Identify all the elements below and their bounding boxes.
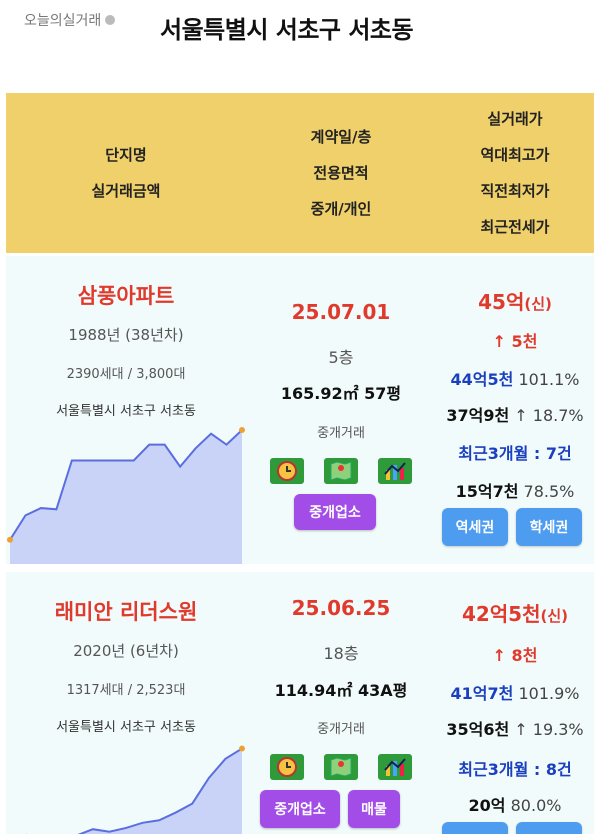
- header-label: 중개/개인: [310, 200, 372, 218]
- highest-price-pct: 101.1%: [518, 370, 580, 389]
- trade-price-value: 45억: [478, 290, 525, 314]
- lowest-price: 35억6천: [446, 720, 510, 739]
- price-diff: ↑ 5천: [492, 332, 538, 351]
- trend-area: [10, 748, 242, 834]
- trend-end-point: [239, 427, 245, 433]
- lowest-price-row: 35억6천 ↑ 19.3%: [436, 716, 594, 740]
- school-area-button[interactable]: [516, 822, 582, 834]
- header-col-contract: 계약일/층 전용면적 중개/개인: [246, 93, 436, 253]
- contract-date: 25.06.25: [291, 596, 391, 620]
- agent-office-button[interactable]: 중개업소: [260, 790, 340, 828]
- header-label: 실거래금액: [91, 182, 161, 200]
- trade-price: 42억5천(신): [436, 598, 594, 627]
- jeonse-pct: 78.5%: [523, 482, 575, 501]
- price-trend-chart: [10, 745, 245, 834]
- highest-price-pct: 101.9%: [518, 684, 580, 703]
- bar-chart-icon[interactable]: [378, 754, 412, 780]
- today-trades-label[interactable]: 오늘의실거래: [24, 10, 116, 30]
- trade-card: 래미안 리더스원 2020년 (6년차) 1317세대 / 2,523대 서울특…: [6, 572, 594, 834]
- trend-end-point: [239, 745, 245, 752]
- header-label: 실거래가: [487, 110, 543, 128]
- trend-line: [26, 747, 243, 834]
- household-parking: 1317세대 / 2,523대: [66, 683, 186, 698]
- map-icon[interactable]: [324, 458, 358, 484]
- header-label: 최근전세가: [480, 218, 550, 236]
- price-trend-chart: [7, 427, 245, 564]
- price-diff: ↑ 8천: [492, 646, 538, 665]
- trade-price: 45억(신): [436, 286, 594, 315]
- clock-icon[interactable]: [270, 754, 304, 780]
- floor: 5층: [328, 348, 354, 367]
- trade-card: 삼풍아파트 1988년 (38년차) 2390세대 / 3,800대 서울특별시…: [6, 256, 594, 564]
- new-high-tag: (신): [540, 607, 569, 625]
- header-label: 역대최고가: [480, 146, 550, 164]
- trend-line: [9, 429, 243, 541]
- trend-area: [10, 430, 242, 564]
- lowest-price-pct: ↑ 19.3%: [514, 720, 584, 739]
- station-area-button[interactable]: [442, 822, 508, 834]
- address: 서울특별시 서초구 서초동: [56, 720, 196, 735]
- action-icons: [246, 754, 436, 780]
- recent-trade-count[interactable]: 최근3개월 : 7건: [458, 444, 572, 463]
- station-area-button[interactable]: 역세권: [442, 508, 508, 546]
- school-area-button[interactable]: 학세권: [516, 508, 582, 546]
- trend-start-point: [7, 536, 13, 543]
- agent-office-button[interactable]: 중개업소: [294, 494, 376, 530]
- deal-type: 중개거래: [317, 426, 365, 441]
- highest-price-row: 44억5천 101.1%: [436, 366, 594, 390]
- jeonse-price: 15억7천: [455, 482, 519, 501]
- deal-type: 중개거래: [317, 722, 365, 737]
- jeonse-row: 20억 80.0%: [436, 792, 594, 816]
- top-bar: 오늘의실거래 서울특별시 서초구 서초동: [0, 0, 600, 90]
- header-label: 단지명: [105, 146, 147, 164]
- jeonse-pct: 80.0%: [510, 796, 562, 815]
- household-parking: 2390세대 / 3,800대: [66, 367, 186, 382]
- header-label: 계약일/층: [310, 128, 372, 146]
- contract-column: 25.06.25 18층 114.94㎡ 43A평 중개거래 중개업소 매물: [246, 572, 436, 834]
- address: 서울특별시 서초구 서초동: [56, 404, 196, 419]
- jeonse-price: 20억: [468, 796, 506, 815]
- header-col-price: 실거래가 역대최고가 직전최저가 최근전세가: [436, 93, 594, 253]
- lowest-price: 37억9천: [446, 406, 510, 425]
- highest-price: 44억5천: [450, 370, 514, 389]
- complex-name[interactable]: 래미안 리더스원: [54, 600, 198, 624]
- today-trades-text: 오늘의실거래: [24, 13, 102, 29]
- region-title: 서울특별시 서초구 서초동: [160, 16, 414, 44]
- clock-icon[interactable]: [270, 458, 304, 484]
- lowest-price-pct: ↑ 18.7%: [514, 406, 584, 425]
- floor: 18층: [323, 644, 359, 663]
- bar-chart-icon[interactable]: [378, 458, 412, 484]
- header-label: 직전최저가: [480, 182, 550, 200]
- area: 165.92㎡ 57평: [280, 384, 402, 403]
- status-dot-icon: [105, 15, 116, 25]
- complex-name[interactable]: 삼풍아파트: [77, 284, 175, 308]
- price-column: 45억(신) ↑ 5천 44억5천 101.1% 37억9천 ↑ 18.7% 최…: [436, 256, 594, 564]
- header-label: 전용면적: [313, 164, 369, 182]
- recent-trade-count[interactable]: 최근3개월 : 8건: [458, 760, 572, 779]
- area: 114.94㎡ 43A평: [274, 681, 408, 700]
- new-high-tag: (신): [524, 295, 552, 313]
- trade-price-value: 42억5천: [461, 602, 541, 626]
- highest-price: 41억7천: [450, 684, 514, 703]
- listings-button[interactable]: 매물: [348, 790, 400, 828]
- jeonse-row: 15억7천 78.5%: [436, 478, 594, 502]
- build-year: 2020년 (6년차): [73, 642, 179, 660]
- contract-date: 25.07.01: [291, 300, 391, 324]
- highest-price-row: 41억7천 101.9%: [436, 680, 594, 704]
- contract-column: 25.07.01 5층 165.92㎡ 57평 중개거래 중개업소: [246, 256, 436, 564]
- price-column: 42억5천(신) ↑ 8천 41억7천 101.9% 35억6천 ↑ 19.3%…: [436, 572, 594, 834]
- action-icons: [246, 458, 436, 484]
- lowest-price-row: 37억9천 ↑ 18.7%: [436, 402, 594, 426]
- map-icon[interactable]: [324, 754, 358, 780]
- build-year: 1988년 (38년차): [68, 326, 184, 344]
- table-header: 단지명 실거래금액 계약일/층 전용면적 중개/개인 실거래가 역대최고가 직전…: [6, 93, 594, 253]
- complex-column: 래미안 리더스원 2020년 (6년차) 1317세대 / 2,523대 서울특…: [6, 572, 246, 834]
- complex-column: 삼풍아파트 1988년 (38년차) 2390세대 / 3,800대 서울특별시…: [6, 256, 246, 564]
- header-col-complex: 단지명 실거래금액: [6, 93, 246, 253]
